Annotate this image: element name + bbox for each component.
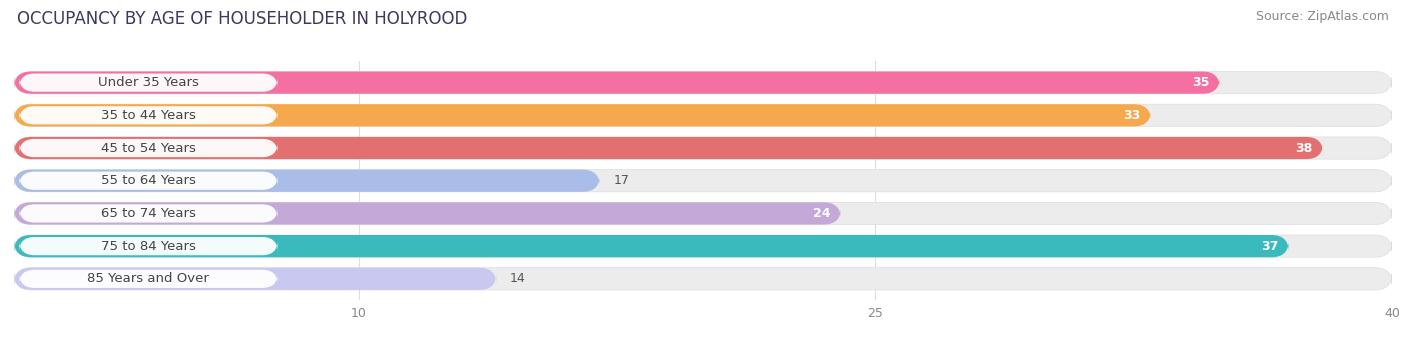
Text: 85 Years and Over: 85 Years and Over — [87, 272, 209, 285]
Text: 24: 24 — [813, 207, 831, 220]
FancyBboxPatch shape — [14, 235, 1289, 257]
Text: 45 to 54 Years: 45 to 54 Years — [101, 142, 195, 154]
FancyBboxPatch shape — [14, 104, 1392, 127]
FancyBboxPatch shape — [20, 172, 277, 190]
Text: 38: 38 — [1295, 142, 1313, 154]
FancyBboxPatch shape — [14, 104, 1152, 127]
FancyBboxPatch shape — [14, 202, 1392, 224]
Text: Under 35 Years: Under 35 Years — [98, 76, 198, 89]
FancyBboxPatch shape — [20, 139, 277, 157]
FancyBboxPatch shape — [20, 74, 277, 92]
Text: 35 to 44 Years: 35 to 44 Years — [101, 109, 195, 122]
Text: 17: 17 — [613, 174, 630, 187]
FancyBboxPatch shape — [20, 237, 277, 255]
FancyBboxPatch shape — [14, 268, 1392, 290]
FancyBboxPatch shape — [14, 169, 1392, 192]
FancyBboxPatch shape — [14, 137, 1323, 159]
FancyBboxPatch shape — [14, 137, 1392, 159]
FancyBboxPatch shape — [14, 235, 1392, 257]
Text: Source: ZipAtlas.com: Source: ZipAtlas.com — [1256, 10, 1389, 23]
FancyBboxPatch shape — [14, 268, 496, 290]
Text: 35: 35 — [1192, 76, 1209, 89]
FancyBboxPatch shape — [14, 72, 1392, 94]
FancyBboxPatch shape — [14, 72, 1219, 94]
FancyBboxPatch shape — [20, 106, 277, 124]
Text: 55 to 64 Years: 55 to 64 Years — [101, 174, 195, 187]
FancyBboxPatch shape — [14, 169, 599, 192]
Text: 33: 33 — [1123, 109, 1140, 122]
Text: 37: 37 — [1261, 240, 1278, 253]
Text: OCCUPANCY BY AGE OF HOUSEHOLDER IN HOLYROOD: OCCUPANCY BY AGE OF HOUSEHOLDER IN HOLYR… — [17, 10, 467, 28]
Text: 14: 14 — [510, 272, 526, 285]
Text: 65 to 74 Years: 65 to 74 Years — [101, 207, 195, 220]
Text: 75 to 84 Years: 75 to 84 Years — [101, 240, 195, 253]
FancyBboxPatch shape — [20, 204, 277, 223]
FancyBboxPatch shape — [20, 270, 277, 288]
FancyBboxPatch shape — [14, 202, 841, 224]
